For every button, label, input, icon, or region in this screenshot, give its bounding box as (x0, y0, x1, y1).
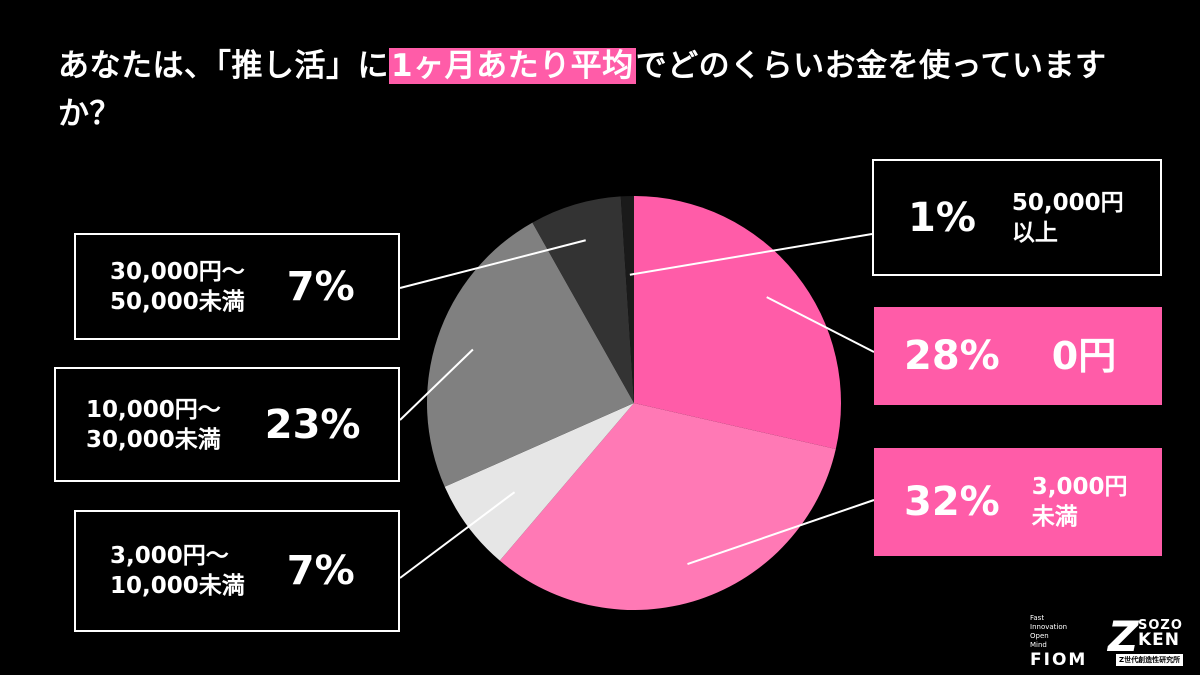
leader-line (687, 499, 875, 566)
slice-percent: 23% (264, 401, 361, 448)
sozoken-logo: Z SOZO KEN Z世代創造性研究所 (1108, 616, 1188, 668)
leader-line (399, 491, 516, 579)
pie-slice (427, 222, 634, 487)
slice-percent: 7% (286, 263, 355, 310)
pie-slice (634, 196, 841, 450)
slice-percent: 28% (904, 333, 1000, 379)
sozoken-z: Z (1108, 612, 1139, 661)
sozoken-line1: SOZO (1138, 618, 1183, 633)
pie-slice (499, 403, 836, 610)
callout-30000-50000: 30,000円〜 50,000未満 7% (74, 233, 400, 340)
slice-label: 3,000円〜 10,000未満 (110, 543, 245, 599)
sozoken-line2: KEN (1138, 630, 1181, 650)
leader-line (766, 296, 875, 353)
leader-line (399, 348, 474, 421)
callout-3000-10000: 3,000円〜 10,000未満 7% (74, 510, 400, 632)
leader-line (629, 233, 873, 276)
slice-label: 30,000円〜 50,000未満 (110, 258, 245, 315)
page-title: あなたは、「推し活」に1ヶ月あたり平均でどのくらいお金を使っていますか？ (58, 42, 1168, 138)
callout-50000-over: 1% 50,000円 以上 (872, 159, 1162, 276)
title-text-2: でどのくらいお金を使っていますか？ (58, 48, 1107, 132)
slice-label: 10,000円〜 30,000未満 (86, 396, 221, 453)
slice-percent: 32% (904, 479, 1000, 525)
leader-line (399, 239, 586, 289)
callout-under-3000: 32% 3,000円 未満 (874, 448, 1162, 556)
slice-label: 3,000円 未満 (1031, 474, 1128, 530)
slice-percent: 7% (286, 548, 355, 594)
fiom-wordmark: FIOM (1030, 650, 1088, 670)
title-highlight: 1ヶ月あたり平均 (389, 48, 636, 84)
callout-0yen: 28% 0円 (874, 307, 1162, 405)
fiom-logo: Fast Innovation Open Mind FIOM (1030, 614, 1087, 670)
slice-percent: 1% (908, 194, 976, 241)
pie-slice (620, 196, 634, 403)
slice-label: 0円 (1051, 334, 1117, 378)
sozoken-tagline: Z世代創造性研究所 (1116, 654, 1184, 666)
slice-label: 50,000円 以上 (1011, 189, 1124, 246)
callout-10000-30000: 10,000円〜 30,000未満 23% (54, 367, 400, 482)
title-text-1: あなたは、「推し活」に (58, 48, 389, 84)
fiom-tagline: Fast Innovation Open Mind (1030, 614, 1068, 649)
pie-slice (444, 403, 634, 561)
